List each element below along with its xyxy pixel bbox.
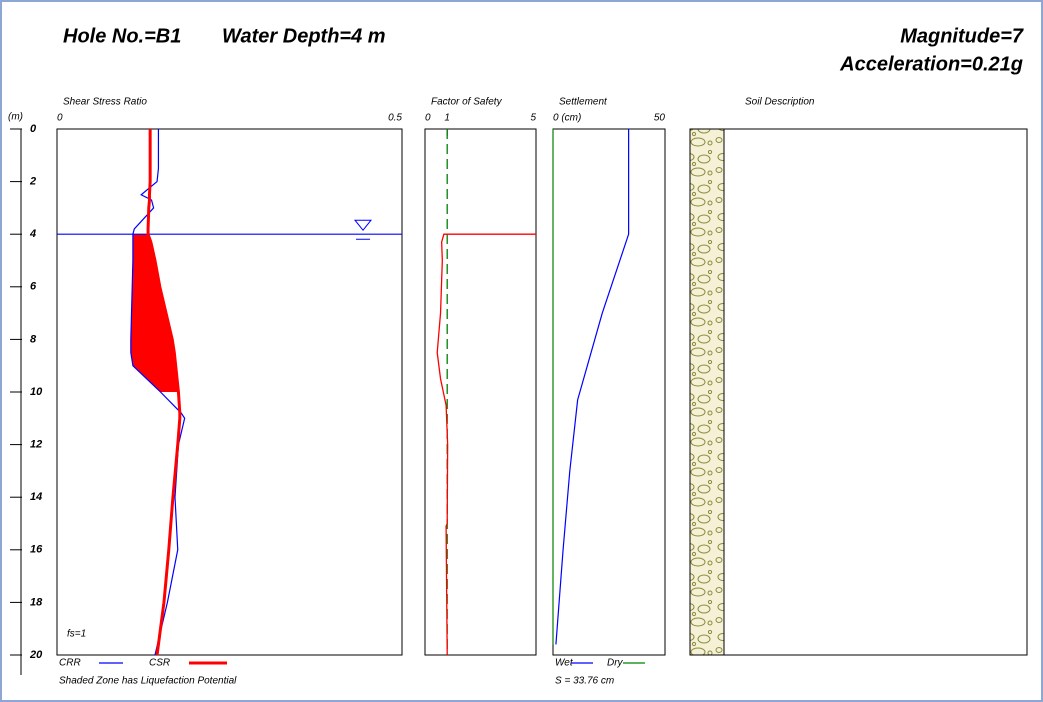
panel-title: Factor of Safety xyxy=(431,97,503,108)
annotation: fs=1 xyxy=(67,629,86,640)
y-tick-label: 12 xyxy=(30,439,42,451)
x-tick-label: 1 xyxy=(444,113,450,124)
legend-label: Wet xyxy=(555,658,574,669)
y-axis-label: (m) xyxy=(8,112,23,123)
y-tick-label: 4 xyxy=(29,228,36,240)
legend-label: CSR xyxy=(149,658,170,669)
x-tick-label: 0 (cm) xyxy=(553,113,581,124)
x-tick-label: 0 xyxy=(57,113,63,124)
legend-label: Dry xyxy=(607,658,624,669)
acceleration-label: Acceleration=0.21g xyxy=(839,53,1023,75)
y-tick-label: 10 xyxy=(30,386,43,398)
note: S = 33.76 cm xyxy=(555,676,614,687)
x-tick-label: 0.5 xyxy=(388,113,402,124)
y-tick-label: 2 xyxy=(29,176,36,188)
panel-box xyxy=(425,129,536,655)
y-tick-label: 0 xyxy=(30,123,37,135)
y-tick-label: 6 xyxy=(30,281,37,293)
legend-label: CRR xyxy=(59,658,81,669)
page: Hole No.=B1 Water Depth=4 m Magnitude=7 … xyxy=(0,0,1043,702)
y-tick-label: 8 xyxy=(30,333,37,345)
hole-label: Hole No.=B1 xyxy=(63,25,181,47)
x-tick-label: 5 xyxy=(530,113,536,124)
panel-box xyxy=(57,129,402,655)
panel-title: Settlement xyxy=(559,97,608,108)
note: Shaded Zone has Liquefaction Potential xyxy=(59,676,237,687)
water-label: Water Depth=4 m xyxy=(222,25,386,47)
panel-title: Soil Description xyxy=(745,97,815,108)
panel-title: Shear Stress Ratio xyxy=(63,97,147,108)
y-tick-label: 20 xyxy=(29,649,43,661)
soil-column xyxy=(690,129,724,655)
y-tick-label: 14 xyxy=(30,491,42,503)
y-tick-label: 18 xyxy=(30,596,43,608)
x-tick-label: 0 xyxy=(425,113,431,124)
x-tick-label: 50 xyxy=(654,113,666,124)
y-tick-label: 16 xyxy=(30,544,43,556)
panel-box xyxy=(553,129,665,655)
magnitude-label: Magnitude=7 xyxy=(900,25,1024,47)
soil-box xyxy=(690,129,1027,655)
